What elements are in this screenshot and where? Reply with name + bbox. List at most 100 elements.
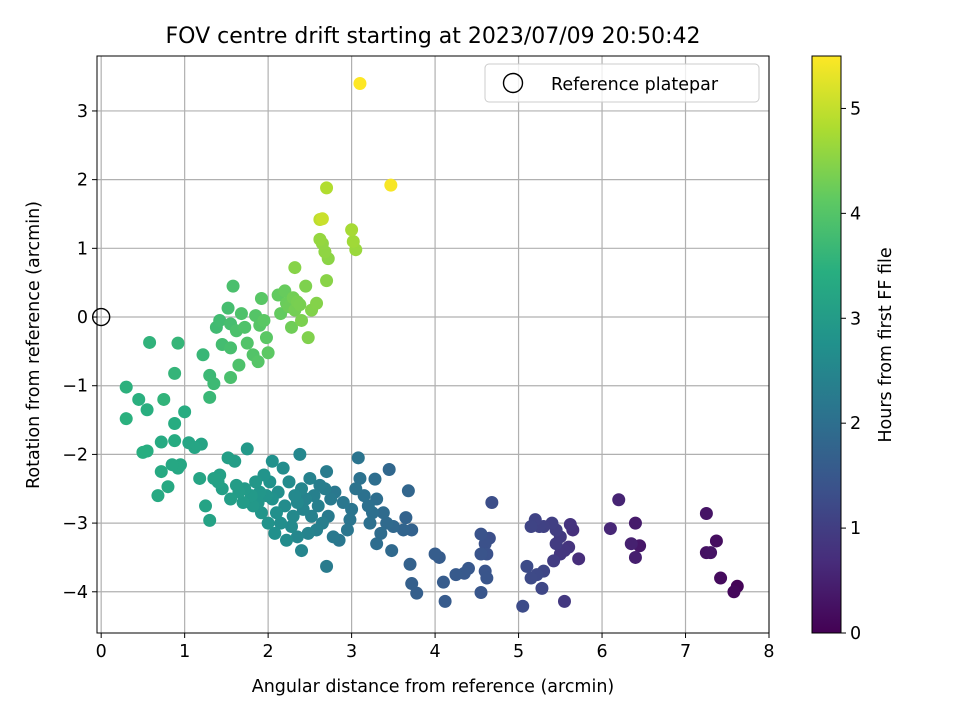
data-point [203, 513, 217, 527]
data-point [385, 544, 399, 558]
data-point [196, 348, 210, 362]
data-point [403, 557, 417, 571]
data-point [313, 478, 327, 492]
data-point [143, 335, 157, 349]
data-point [370, 537, 384, 551]
data-point [301, 526, 315, 540]
data-point [224, 370, 238, 384]
y-tick-label: 2 [77, 171, 88, 191]
data-point [165, 458, 179, 472]
data-point [345, 223, 359, 237]
x-tick-label: 7 [680, 642, 691, 662]
y-tick-label: −2 [62, 445, 88, 465]
x-tick-label: 4 [430, 642, 441, 662]
data-point [320, 559, 334, 573]
data-point [368, 472, 382, 486]
data-point [249, 475, 263, 489]
chart-title: FOV centre drift starting at 2023/07/09 … [166, 24, 701, 49]
data-point [474, 585, 488, 599]
x-axis-label: Angular distance from reference (arcmin) [252, 677, 615, 697]
data-point [285, 520, 299, 534]
data-point [224, 341, 238, 355]
data-point [315, 212, 329, 226]
data-point [405, 577, 419, 591]
data-point [132, 392, 146, 406]
data-point [295, 544, 309, 558]
data-point [709, 534, 723, 548]
y-tick-label: 3 [77, 102, 88, 122]
data-point [549, 537, 563, 551]
data-point [624, 537, 638, 551]
data-point [449, 568, 463, 582]
data-point [254, 291, 268, 305]
data-point [303, 471, 317, 485]
data-point [524, 520, 538, 534]
data-point [547, 554, 561, 568]
colorbar-tick-label: 5 [850, 99, 861, 119]
data-point [236, 495, 250, 509]
data-point [353, 76, 367, 90]
data-point [238, 320, 252, 334]
data-point [353, 471, 367, 485]
data-point [193, 471, 207, 485]
data-point [168, 416, 182, 430]
data-point [178, 405, 192, 419]
data-point [572, 552, 586, 566]
data-point [259, 331, 273, 345]
colorbar-tick-label: 3 [850, 309, 861, 329]
y-tick-label: −3 [62, 514, 88, 534]
data-point [246, 499, 260, 513]
data-point [384, 178, 398, 192]
data-point [474, 527, 488, 541]
data-point [154, 435, 168, 449]
data-point [438, 594, 452, 608]
data-point [382, 463, 396, 477]
data-point [524, 571, 538, 585]
grid-lines [97, 56, 770, 633]
data-point [603, 522, 617, 536]
data-point [151, 489, 165, 503]
data-point [229, 478, 243, 492]
legend-entry-label: Reference platepar [551, 75, 719, 95]
x-tick-label: 3 [346, 642, 357, 662]
data-point [251, 355, 265, 369]
data-point [261, 516, 275, 530]
legend-marker-icon [502, 72, 524, 94]
y-tick-label: 0 [77, 308, 88, 328]
data-point [612, 493, 626, 507]
x-tick-label: 5 [513, 642, 524, 662]
data-point [290, 530, 304, 544]
data-point [320, 181, 334, 195]
data-point [428, 547, 442, 561]
data-point [282, 475, 296, 489]
data-point [349, 482, 363, 496]
data-point [240, 442, 254, 456]
plot-frame [96, 55, 770, 634]
data-point [628, 550, 642, 564]
data-point [704, 546, 718, 560]
data-point [161, 480, 175, 494]
data-point [182, 436, 196, 450]
data-point [535, 581, 549, 595]
data-point [288, 489, 302, 503]
data-point [516, 599, 530, 613]
data-point [268, 526, 282, 540]
data-point [436, 575, 450, 589]
data-point [380, 516, 394, 530]
data-point [399, 511, 413, 525]
data-point [234, 307, 248, 321]
data-point [343, 513, 357, 527]
x-tick-label: 2 [263, 642, 274, 662]
y-tick-label: −1 [62, 377, 88, 397]
colorbar-tick-label: 2 [850, 414, 861, 434]
data-point [240, 336, 254, 350]
data-point [269, 506, 283, 520]
data-point [313, 232, 327, 246]
data-point [295, 313, 309, 327]
data-point [221, 451, 235, 465]
legend-box [484, 63, 760, 103]
x-tick-label: 6 [596, 642, 607, 662]
data-point [226, 279, 240, 293]
data-point [520, 559, 534, 573]
colorbar-tick-label: 1 [850, 519, 861, 539]
